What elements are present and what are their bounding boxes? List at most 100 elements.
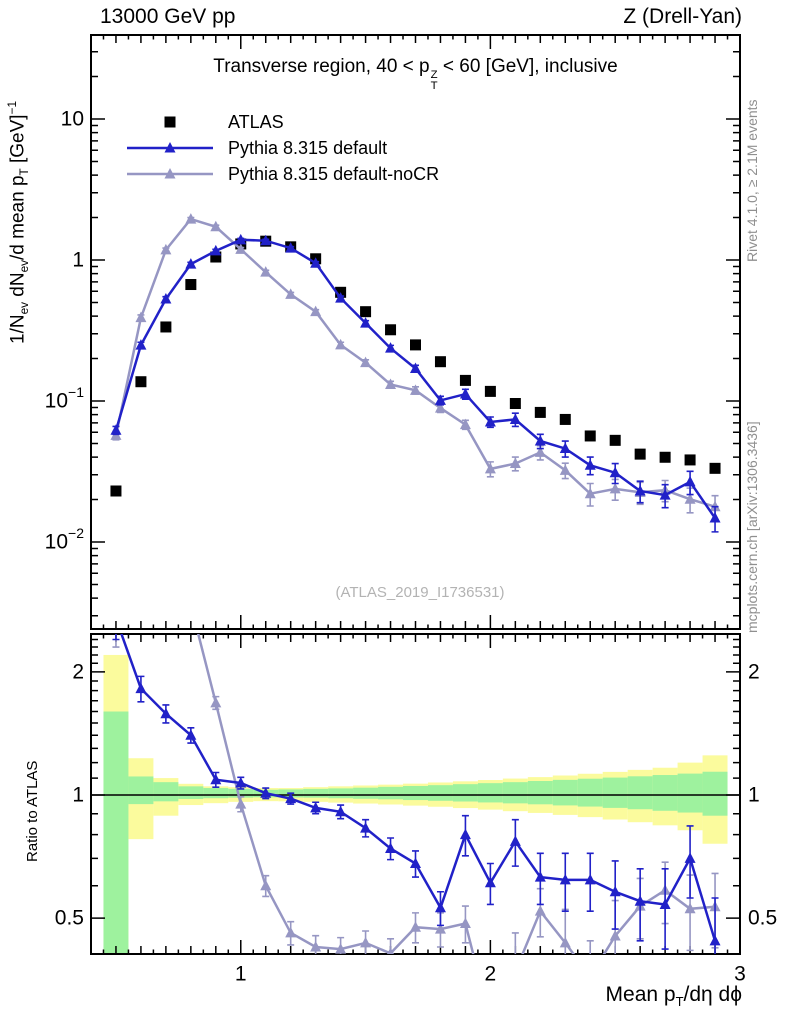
data-point-triangle (185, 258, 197, 269)
data-point-triangle (609, 930, 621, 941)
data-point-triangle (235, 776, 247, 788)
data-point-triangle (485, 1015, 496, 1024)
band-green (552, 779, 578, 806)
data-point-triangle (360, 822, 372, 833)
data-point-triangle (335, 943, 347, 954)
data-point-triangle (534, 435, 546, 446)
data-point-square (160, 321, 172, 333)
data-point-triangle (387, 947, 395, 954)
data-point-triangle (385, 378, 397, 389)
data-point-triangle (684, 902, 696, 914)
data-point-triangle (410, 384, 421, 395)
process-label: Z (Drell-Yan) (623, 5, 742, 28)
data-point-triangle (285, 242, 297, 253)
data-point-triangle (459, 418, 471, 430)
data-point-square (484, 385, 496, 397)
data-point-triangle (534, 446, 546, 457)
data-point-triangle (285, 926, 297, 938)
data-point-square (360, 306, 372, 318)
data-point-triangle (509, 457, 521, 469)
data-point-triangle (135, 603, 146, 614)
main-panel-series (110, 213, 721, 533)
legend-item-2: Pythia 8.315 default-noCR (124, 161, 439, 187)
y-main-tick-label: 1 (72, 249, 84, 272)
data-point-triangle (609, 885, 621, 897)
data-point-triangle (684, 475, 696, 487)
data-point-triangle (459, 917, 471, 929)
data-point-triangle (235, 243, 247, 254)
data-point-triangle (659, 489, 671, 500)
data-point-square (509, 397, 521, 409)
y-main-tick-label: 10 (61, 108, 84, 131)
data-point-triangle (559, 873, 571, 885)
band-green (103, 711, 129, 954)
data-point-triangle (709, 934, 721, 946)
data-point-triangle (135, 311, 147, 323)
data-point-square (385, 324, 397, 336)
band-green (427, 785, 453, 801)
data-point-square (135, 376, 147, 388)
band-green (378, 786, 404, 800)
y-main-tick-label: 10−2 (45, 525, 85, 554)
data-point-triangle (160, 707, 172, 719)
data-point-triangle (410, 362, 421, 374)
x-tick-label: 1 (235, 963, 247, 986)
data-point-triangle (235, 798, 247, 809)
data-point-triangle (185, 213, 197, 224)
data-point-triangle (684, 493, 696, 504)
data-point-triangle (210, 696, 222, 708)
data-point-triangle (360, 317, 372, 328)
data-point-triangle (185, 729, 197, 740)
legend-item-label: Pythia 8.315 default-noCR (228, 163, 440, 184)
data-point-triangle (459, 388, 471, 399)
band-green (677, 773, 703, 813)
data-point-triangle (434, 402, 446, 413)
data-point-triangle (410, 921, 421, 932)
data-point-triangle (459, 828, 471, 840)
band-green (527, 781, 553, 805)
data-point-triangle (160, 565, 171, 576)
band-green (153, 782, 179, 802)
data-point-triangle (410, 857, 421, 869)
data-point-triangle (310, 257, 322, 268)
data-point-triangle (210, 220, 222, 232)
data-point-triangle (609, 482, 621, 494)
mcplots-attribution-label: mcplots.cern.ch [arXiv:1306.3436] (744, 421, 760, 633)
x-tick-label: 2 (485, 963, 497, 986)
data-point-triangle (160, 243, 172, 255)
plot-title-text: Transverse region, 40 < p (213, 56, 430, 77)
x-axis-label: Mean pT/dη dϕ (605, 983, 742, 1010)
data-point-triangle (559, 936, 571, 948)
beam-energy-label: 13000 GeV pp (100, 5, 236, 28)
data-point-triangle (584, 873, 596, 885)
data-point-triangle (434, 901, 446, 913)
y-axis-label-ratio: Ratio to ATLAS (24, 760, 41, 862)
data-point-square (185, 279, 197, 291)
legend-item-label: Pythia 8.315 default (228, 137, 388, 158)
data-point-triangle (335, 292, 347, 303)
x-tick-label: 3 (734, 963, 746, 986)
analysis-id-watermark: (ATLAS_2019_I1736531) (335, 584, 505, 601)
data-point-triangle (260, 266, 272, 277)
data-point-triangle (385, 342, 397, 353)
band-green (303, 788, 329, 798)
data-point-triangle (210, 773, 222, 785)
band-green (502, 782, 528, 804)
data-point-triangle (360, 356, 372, 368)
data-point-triangle (110, 424, 122, 435)
data-point-triangle (385, 842, 397, 853)
data-point-square (434, 356, 446, 368)
band-green (602, 777, 628, 808)
data-point-triangle (584, 487, 596, 499)
square-marker-icon (164, 116, 176, 128)
data-point-triangle (335, 338, 347, 350)
data-point-triangle (510, 966, 521, 977)
data-point-square (559, 413, 571, 425)
data-point-square (609, 434, 621, 446)
y-ratio-tick-label-right: 1 (748, 784, 760, 807)
data-point-triangle (609, 466, 621, 478)
y-main-tick-label: 10−1 (45, 384, 85, 413)
data-point-triangle (584, 459, 596, 470)
y-ratio-tick-label-left: 1 (72, 784, 84, 807)
